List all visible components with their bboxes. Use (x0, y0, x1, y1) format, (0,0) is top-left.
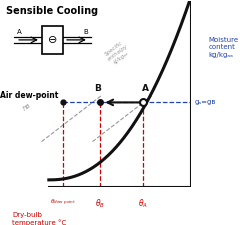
Text: Specific
enthalpy
kJ/kgₐₐ: Specific enthalpy kJ/kgₐₐ (103, 39, 132, 67)
Text: A: A (142, 84, 149, 93)
Text: $\theta_A$: $\theta_A$ (138, 198, 148, 210)
Text: B: B (95, 84, 101, 93)
Text: $\theta_{dew\ point}$: $\theta_{dew\ point}$ (50, 198, 76, 208)
Text: Dry-bulb
temperature °C: Dry-bulb temperature °C (12, 212, 67, 225)
Text: hʙ: hʙ (22, 102, 32, 112)
Text: ⊖: ⊖ (48, 35, 57, 45)
Text: hₐ: hₐ (37, 90, 46, 99)
Text: A: A (17, 29, 21, 35)
Text: $\theta_B$: $\theta_B$ (95, 198, 105, 210)
Text: Moisture
content
kg/kgₐₐ: Moisture content kg/kgₐₐ (209, 37, 239, 58)
Text: B: B (84, 29, 89, 35)
Text: Air dew-point: Air dew-point (0, 91, 58, 100)
Text: gₐ=gʙ: gₐ=gʙ (194, 99, 216, 106)
Text: Sensible Cooling: Sensible Cooling (6, 6, 99, 16)
Bar (42, 26, 63, 54)
